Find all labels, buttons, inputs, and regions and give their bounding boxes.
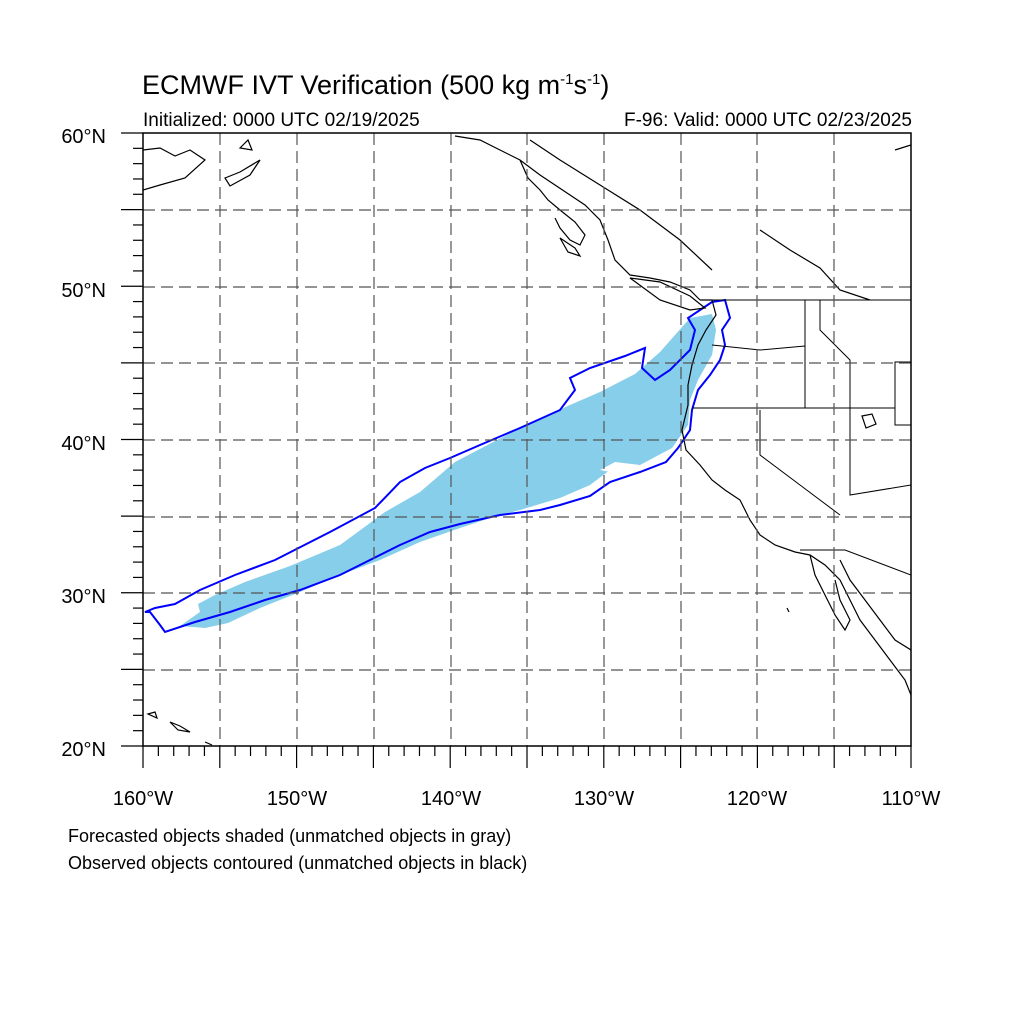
forecast-ivt-object	[180, 314, 716, 628]
lat-label-40: 40°N	[61, 433, 106, 455]
lon-label-140: 140°W	[421, 788, 481, 810]
lon-label-110: 110°W	[882, 788, 941, 810]
lat-label-50: 50°N	[61, 280, 106, 302]
lat-label-30: 30°N	[61, 586, 106, 608]
grid-lines	[143, 133, 911, 746]
lon-label-130: 130°W	[574, 788, 634, 810]
observed-ivt-contour	[144, 298, 732, 634]
latitude-labels: 20°N 30°N 40°N 50°N 60°N	[61, 126, 106, 761]
lat-label-20: 20°N	[61, 739, 106, 761]
valid-time-label: F-96: Valid: 0000 UTC 02/23/2025	[624, 110, 912, 131]
lat-label-60: 60°N	[61, 126, 106, 148]
lon-label-150: 150°W	[267, 788, 327, 810]
lon-label-160: 160°W	[113, 788, 173, 810]
chart-title: ECMWF IVT Verification (500 kg m-1s-1)	[142, 70, 610, 100]
initialized-label: Initialized: 0000 UTC 02/19/2025	[143, 110, 420, 131]
observed-note: Observed objects contoured (unmatched ob…	[68, 853, 528, 873]
longitude-labels: 160°W 150°W 140°W 130°W 120°W 110°W	[113, 788, 941, 810]
lon-label-120: 120°W	[727, 788, 787, 810]
axis-ticks	[121, 132, 912, 768]
forecast-note: Forecasted objects shaded (unmatched obj…	[68, 826, 512, 846]
coastlines	[143, 135, 911, 746]
